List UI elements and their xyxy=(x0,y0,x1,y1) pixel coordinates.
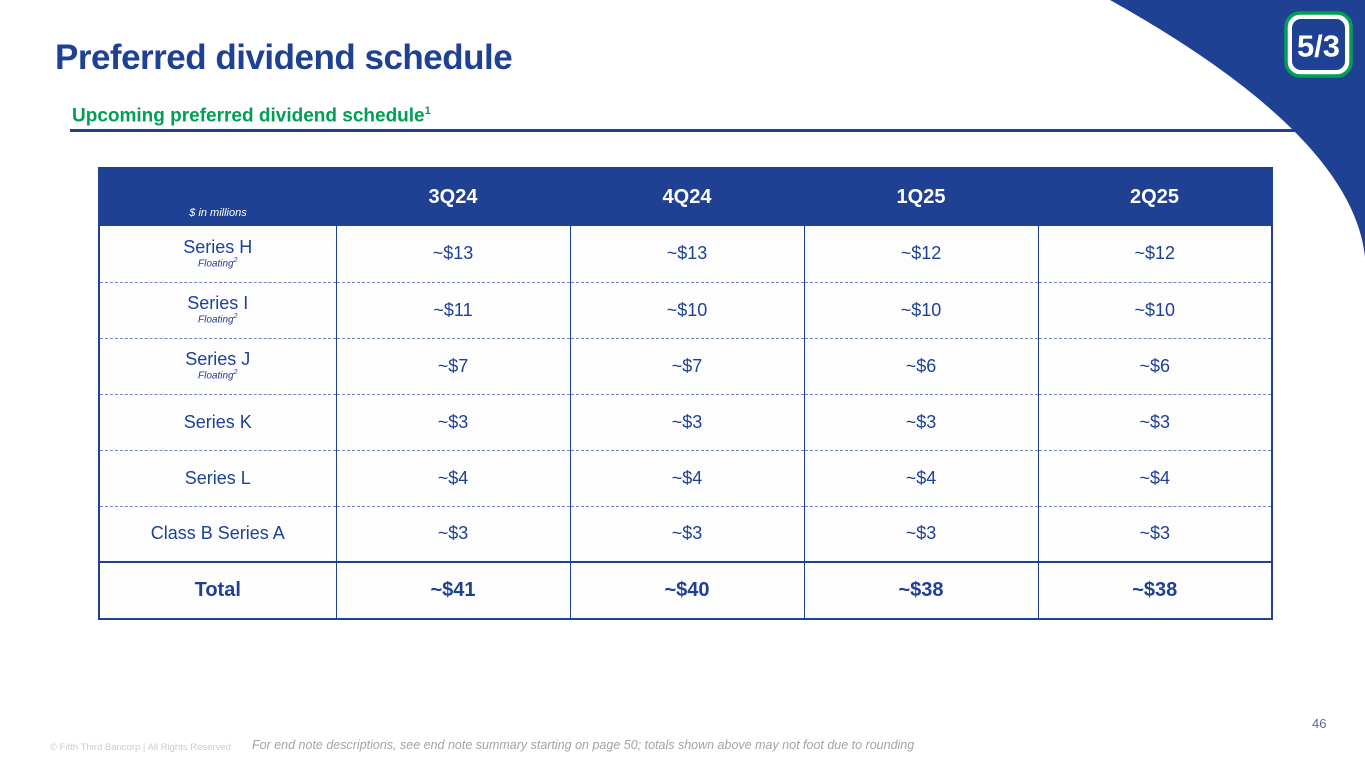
table-row: Series L ~$4 ~$4 ~$4 ~$4 xyxy=(99,449,1272,506)
value-cell: ~$12 xyxy=(1037,226,1272,282)
total-value-cell: ~$41 xyxy=(335,561,570,619)
subtitle-text: Upcoming preferred dividend schedule xyxy=(72,105,425,127)
fifth-third-logo-icon: 5/3 xyxy=(1284,11,1353,78)
series-label-cell: Series L xyxy=(99,449,336,506)
quarter-header-4q24: 4Q24 xyxy=(570,168,804,226)
page-number: 46 xyxy=(1312,716,1327,731)
value-cell: ~$3 xyxy=(569,393,804,450)
page-title: Preferred dividend schedule xyxy=(55,38,513,77)
series-note: Floating2 xyxy=(198,369,238,382)
table-total-row: Total ~$41 ~$40 ~$38 ~$38 xyxy=(99,561,1272,619)
series-label-cell: Series J Floating2 xyxy=(99,337,336,394)
dividend-table-container: $ in millions 3Q24 4Q24 1Q25 2Q25 Series… xyxy=(98,167,1273,620)
value-cell: ~$10 xyxy=(803,281,1038,338)
value-cell: ~$3 xyxy=(803,393,1038,450)
value-cell: ~$7 xyxy=(335,337,570,394)
quarter-header-2q25: 2Q25 xyxy=(1038,168,1272,226)
value-cell: ~$3 xyxy=(335,505,570,562)
value-cell: ~$7 xyxy=(569,337,804,394)
series-label-cell: Series H Floating2 xyxy=(99,226,336,282)
value-cell: ~$3 xyxy=(1037,505,1272,562)
series-label: Series H xyxy=(183,237,253,258)
series-note: Floating2 xyxy=(198,313,238,326)
value-cell: ~$6 xyxy=(803,337,1038,394)
series-label: Series K xyxy=(183,411,252,432)
value-cell: ~$11 xyxy=(335,281,570,338)
unit-label: $ in millions xyxy=(99,168,336,226)
value-cell: ~$3 xyxy=(1037,393,1272,450)
table-row: Series I Floating2 ~$11 ~$10 ~$10 ~$10 xyxy=(99,281,1272,338)
subtitle-endnote-marker: 1 xyxy=(424,105,431,117)
value-cell: ~$3 xyxy=(335,393,570,450)
logo-text: 5/3 xyxy=(1297,29,1340,64)
value-cell: ~$3 xyxy=(569,505,804,562)
series-note: Floating2 xyxy=(198,257,238,270)
series-label: Series I xyxy=(187,293,249,314)
value-cell: ~$10 xyxy=(569,281,804,338)
table-header-row: $ in millions 3Q24 4Q24 1Q25 2Q25 xyxy=(99,168,1272,226)
value-cell: ~$13 xyxy=(569,226,804,282)
value-cell: ~$10 xyxy=(1037,281,1272,338)
copyright-text: © Fifth Third Bancorp | All Rights Reser… xyxy=(50,742,231,753)
value-cell: ~$4 xyxy=(569,449,804,506)
value-cell: ~$6 xyxy=(1037,337,1272,394)
quarter-header-3q24: 3Q24 xyxy=(336,168,570,226)
value-cell: ~$4 xyxy=(803,449,1038,506)
value-cell: ~$4 xyxy=(1037,449,1272,506)
value-cell: ~$13 xyxy=(335,226,570,282)
table-row: Class B Series A ~$3 ~$3 ~$3 ~$3 xyxy=(99,505,1272,562)
total-value-cell: ~$38 xyxy=(1037,561,1272,619)
endnote-text: For end note descriptions, see end note … xyxy=(252,738,915,752)
series-label-cell: Class B Series A xyxy=(99,505,336,562)
table-row: Series H Floating2 ~$13 ~$13 ~$12 ~$12 xyxy=(99,226,1272,282)
dividend-schedule-table: $ in millions 3Q24 4Q24 1Q25 2Q25 Series… xyxy=(98,167,1273,620)
quarter-header-1q25: 1Q25 xyxy=(804,168,1038,226)
series-label-cell: Series K xyxy=(99,393,336,450)
series-label-cell: Series I Floating2 xyxy=(99,281,336,338)
value-cell: ~$4 xyxy=(335,449,570,506)
subtitle-underline xyxy=(70,129,1303,132)
table-row: Series J Floating2 ~$7 ~$7 ~$6 ~$6 xyxy=(99,337,1272,394)
total-label: Total xyxy=(99,561,336,619)
section-subtitle: Upcoming preferred dividend schedule1 xyxy=(72,105,431,127)
total-value-cell: ~$40 xyxy=(569,561,804,619)
value-cell: ~$12 xyxy=(803,226,1038,282)
series-label: Class B Series A xyxy=(150,523,285,544)
series-label: Series J xyxy=(185,349,251,370)
series-label: Series L xyxy=(184,467,251,488)
value-cell: ~$3 xyxy=(803,505,1038,562)
total-value-cell: ~$38 xyxy=(803,561,1038,619)
table-row: Series K ~$3 ~$3 ~$3 ~$3 xyxy=(99,393,1272,450)
